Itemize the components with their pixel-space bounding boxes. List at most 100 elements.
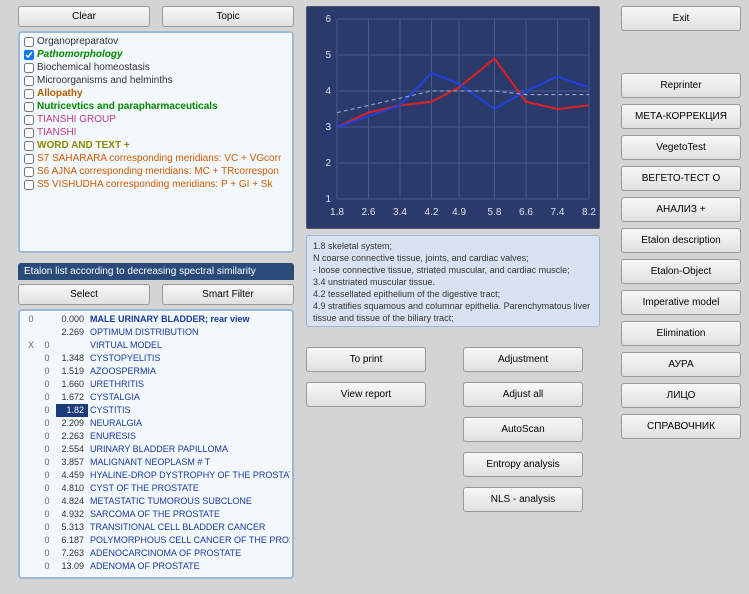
category-label: S5 VISHUDHA corresponding meridians: P +…	[37, 179, 272, 190]
svg-text:2: 2	[325, 158, 331, 169]
etalon-col1: 0	[24, 313, 38, 326]
etalon-list[interactable]: 00.000MALE URINARY BLADDER; rear view2.2…	[18, 309, 294, 579]
category-item[interactable]: Biochemical homeostasis	[24, 61, 288, 74]
vegetotest-button[interactable]: VegetoTest	[621, 135, 741, 160]
category-label: Pathomorphology	[37, 49, 123, 60]
etalon-row[interactable]: 05.313TRANSITIONAL CELL BLADDER CANCER	[22, 521, 290, 534]
adjust-all-button[interactable]: Adjust all	[463, 382, 583, 407]
entropy-analysis-button[interactable]: Entropy analysis	[463, 452, 583, 477]
smart-filter-button[interactable]: Smart Filter	[162, 284, 294, 305]
svg-text:3: 3	[325, 122, 331, 133]
aura-button[interactable]: АУРА	[621, 352, 741, 377]
adjustment-button[interactable]: Adjustment	[463, 347, 583, 372]
topic-button[interactable]: Topic	[162, 6, 294, 27]
etalon-row[interactable]: 04.810CYST OF THE PROSTATE	[22, 482, 290, 495]
category-item[interactable]: S5 VISHUDHA corresponding meridians: P +…	[24, 178, 288, 191]
etalon-row[interactable]: 02.209NEURALGIA	[22, 417, 290, 430]
select-button[interactable]: Select	[18, 284, 150, 305]
category-checkbox[interactable]	[24, 115, 34, 125]
etalon-object-button[interactable]: Etalon-Object	[621, 259, 741, 284]
vegeto-test-o-button[interactable]: ВЕГЕТО-ТЕСТ О	[621, 166, 741, 191]
etalon-row[interactable]: 01.660URETHRITIS	[22, 378, 290, 391]
category-item[interactable]: TIANSHI GROUP	[24, 113, 288, 126]
etalon-row[interactable]: 02.554URINARY BLADDER PAPILLOMA	[22, 443, 290, 456]
etalon-row[interactable]: 2.269OPTIMUM DISTRIBUTION	[22, 326, 290, 339]
etalon-row[interactable]: 03.857MALIGNANT NEOPLASM # T	[22, 456, 290, 469]
etalon-row[interactable]: 01.82CYSTITIS	[22, 404, 290, 417]
category-checkbox[interactable]	[24, 154, 34, 164]
svg-text:4: 4	[325, 86, 331, 97]
spravochnik-button[interactable]: СПРАВОЧНИК	[621, 414, 741, 439]
category-checkbox[interactable]	[24, 76, 34, 86]
etalon-col1	[24, 534, 38, 547]
etalon-col1	[24, 495, 38, 508]
etalon-value: 1.660	[56, 378, 88, 391]
category-checkbox[interactable]	[24, 167, 34, 177]
category-item[interactable]: WORD AND TEXT +	[24, 139, 288, 152]
etalon-row[interactable]: 01.672CYSTALGIA	[22, 391, 290, 404]
etalon-value: 13.09	[56, 560, 88, 573]
category-label: TIANSHI GROUP	[37, 114, 116, 125]
category-item[interactable]: S6 AJNA corresponding meridians: MC + TR…	[24, 165, 288, 178]
to-print-button[interactable]: To print	[306, 347, 426, 372]
etalon-row[interactable]: 04.932SARCOMA OF THE PROSTATE	[22, 508, 290, 521]
etalon-name: ENURESIS	[90, 430, 288, 443]
etalon-row[interactable]: 01.348CYSTOPYELITIS	[22, 352, 290, 365]
category-checkbox[interactable]	[24, 128, 34, 138]
etalon-description-button[interactable]: Etalon description	[621, 228, 741, 253]
elimination-button[interactable]: Elimination	[621, 321, 741, 346]
category-label: Biochemical homeostasis	[37, 62, 150, 73]
category-item[interactable]: TIANSHI	[24, 126, 288, 139]
reprinter-button[interactable]: Reprinter	[621, 73, 741, 98]
etalon-value: 4.932	[56, 508, 88, 521]
etalon-value: 1.672	[56, 391, 88, 404]
etalon-row[interactable]: 02.263ENURESIS	[22, 430, 290, 443]
category-item[interactable]: Microorganisms and helminths	[24, 74, 288, 87]
category-list[interactable]: OrganopreparatovPathomorphology Biochemic…	[18, 31, 294, 253]
etalon-name: ADENOCARCINOMA OF PROSTATE	[90, 547, 288, 560]
category-checkbox[interactable]	[24, 89, 34, 99]
category-checkbox[interactable]	[24, 102, 34, 112]
category-item[interactable]: Organopreparatov	[24, 35, 288, 48]
etalon-row[interactable]: X0VIRTUAL MODEL	[22, 339, 290, 352]
category-checkbox[interactable]	[24, 141, 34, 151]
category-item[interactable]: Allopathy	[24, 87, 288, 100]
etalon-row[interactable]: 04.824METASTATIC TUMOROUS SUBCLONE	[22, 495, 290, 508]
etalon-row[interactable]: 07.263ADENOCARCINOMA OF PROSTATE	[22, 547, 290, 560]
face-button[interactable]: ЛИЦО	[621, 383, 741, 408]
etalon-row[interactable]: 00.000MALE URINARY BLADDER; rear view	[22, 313, 290, 326]
category-checkbox[interactable]	[24, 37, 34, 47]
etalon-col1	[24, 378, 38, 391]
category-checkbox[interactable]	[24, 180, 34, 190]
autoscan-button[interactable]: AutoScan	[463, 417, 583, 442]
nls-analysis-button[interactable]: NLS - analysis	[463, 487, 583, 512]
category-checkbox[interactable]	[24, 63, 34, 73]
etalon-col1	[24, 417, 38, 430]
exit-button[interactable]: Exit	[621, 6, 741, 31]
view-report-button[interactable]: View report	[306, 382, 426, 407]
etalon-name: TRANSITIONAL CELL BLADDER CANCER	[90, 521, 288, 534]
meta-correction-button[interactable]: МЕТА-КОРРЕКЦИЯ	[621, 104, 741, 129]
etalon-row[interactable]: 013.09ADENOMA OF PROSTATE	[22, 560, 290, 573]
imperative-model-button[interactable]: Imperative model	[621, 290, 741, 315]
etalon-col1	[24, 391, 38, 404]
category-item[interactable]: Nutricevtics and parapharmaceuticals	[24, 100, 288, 113]
etalon-col2: 0	[40, 339, 54, 352]
category-item[interactable]: S7 SAHARARA corresponding meridians: VC …	[24, 152, 288, 165]
etalon-col2: 0	[40, 456, 54, 469]
etalon-value: 4.459	[56, 469, 88, 482]
etalon-col1	[24, 482, 38, 495]
etalon-col1	[24, 430, 38, 443]
etalon-row[interactable]: 06.187POLYMORPHOUS CELL CANCER OF THE PR…	[22, 534, 290, 547]
description-line: 4.2 tessellated epithelium of the digest…	[313, 288, 593, 300]
category-label: S6 AJNA corresponding meridians: MC + TR…	[37, 166, 279, 177]
etalon-value: 2.263	[56, 430, 88, 443]
category-item[interactable]: Pathomorphology	[24, 48, 288, 61]
category-checkbox[interactable]	[24, 50, 34, 60]
clear-button[interactable]: Clear	[18, 6, 150, 27]
etalon-row[interactable]: 01.519AZOOSPERMIA	[22, 365, 290, 378]
etalon-value: 1.348	[56, 352, 88, 365]
etalon-name: SARCOMA OF THE PROSTATE	[90, 508, 288, 521]
analysis-button[interactable]: АНАЛИЗ +	[621, 197, 741, 222]
etalon-row[interactable]: 04.459HYALINE-DROP DYSTROPHY OF THE PROS…	[22, 469, 290, 482]
